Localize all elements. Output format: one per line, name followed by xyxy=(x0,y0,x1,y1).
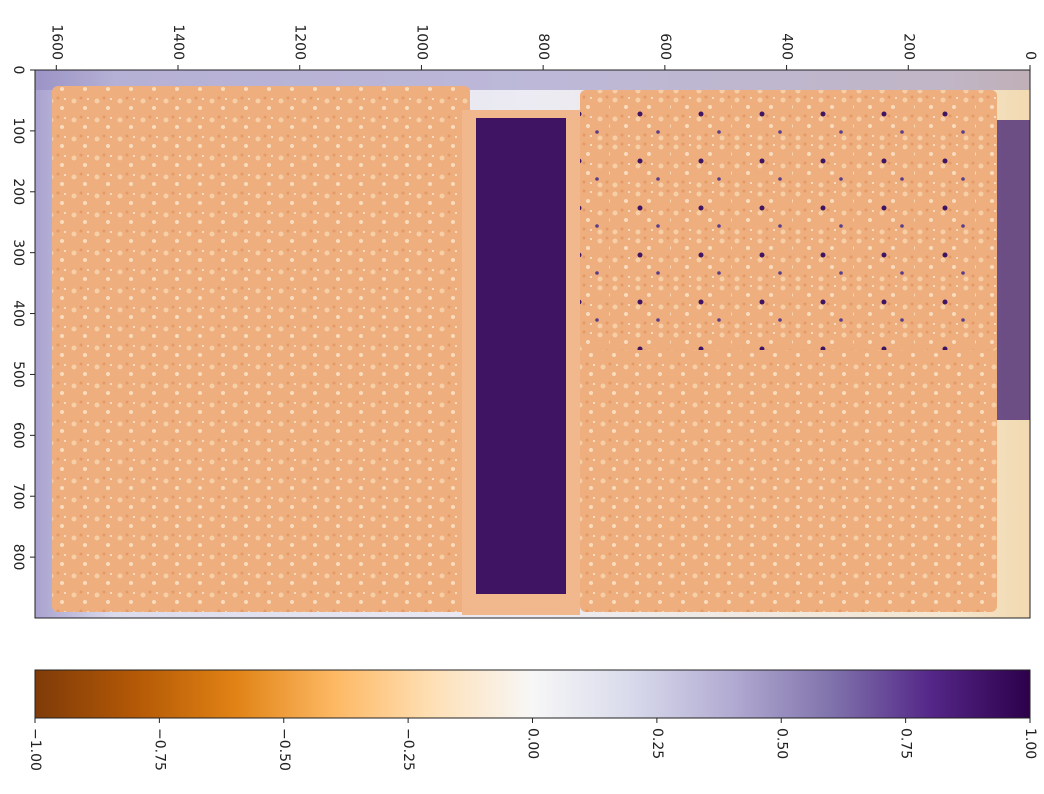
x-tick-label: 600 xyxy=(657,33,673,60)
x-tick-label: 1400 xyxy=(170,24,186,60)
x-tick-label: 0 xyxy=(1022,51,1038,60)
colorbar-tick-label: 0.25 xyxy=(649,728,665,759)
colorbar-tick-label: −1.00 xyxy=(27,728,43,771)
colorbar-tick-label: −0.50 xyxy=(276,728,292,771)
x-tick-label: 1600 xyxy=(48,24,64,60)
image xyxy=(35,70,1030,618)
y-tick-label: 800 xyxy=(10,544,26,571)
colorbar xyxy=(34,669,1031,719)
y-tick-label: 400 xyxy=(10,300,26,327)
colorbar-tick-label: −0.75 xyxy=(151,728,167,771)
colorbar-tick-label: 0.00 xyxy=(525,728,541,759)
y-tick-label: 100 xyxy=(10,118,26,145)
y-tick-label: 600 xyxy=(10,422,26,449)
y-tick-label: 500 xyxy=(10,361,26,388)
x-tick-label: 1200 xyxy=(292,24,308,60)
plot-frame xyxy=(34,69,1031,619)
x-tick-label: 200 xyxy=(900,33,916,60)
colorbar-tick-label: −0.25 xyxy=(400,728,416,771)
y-tick-label: 0 xyxy=(10,66,26,75)
y-tick-label: 200 xyxy=(10,178,26,205)
colorbar-tick-label: 1.00 xyxy=(1022,728,1038,759)
colorbar-tick-label: 0.50 xyxy=(773,728,789,759)
colorbar-tick-label: 0.75 xyxy=(898,728,914,759)
x-tick-label: 1000 xyxy=(413,24,429,60)
x-tick-label: 400 xyxy=(779,33,795,60)
x-tick-label: 800 xyxy=(535,33,551,60)
y-tick-label: 700 xyxy=(10,483,26,510)
y-tick-label: 300 xyxy=(10,239,26,266)
